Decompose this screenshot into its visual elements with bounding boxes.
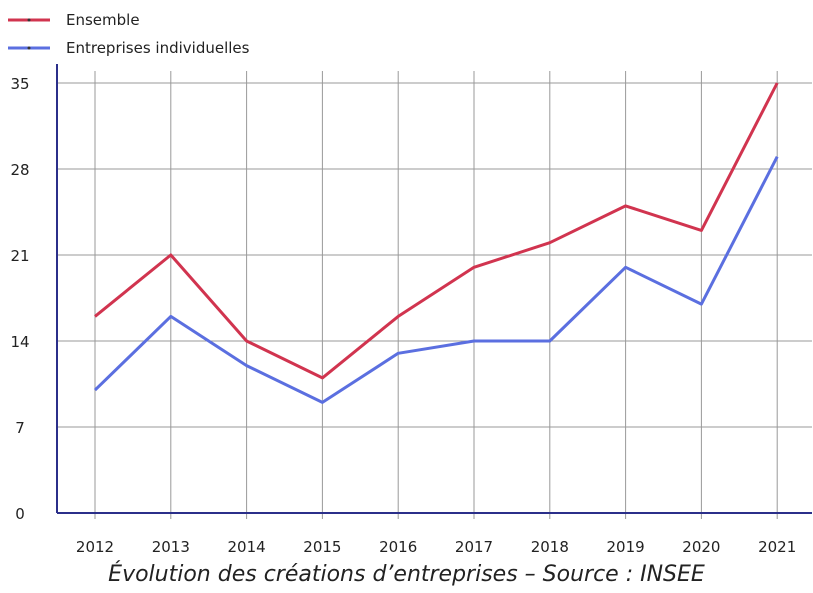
x-tick-label: 2015 (303, 538, 341, 556)
y-tick-label: 35 (10, 75, 29, 93)
legend: Ensemble Entreprises individuelles (8, 11, 250, 57)
legend-label-2: Entreprises individuelles (66, 39, 250, 57)
chart-caption: Évolution des créations d’entreprises – … (108, 562, 705, 587)
series-line-2 (93, 156, 779, 404)
axes (56, 64, 812, 514)
y-tick-label: 7 (15, 419, 25, 437)
x-tick-label: 2018 (531, 538, 569, 556)
x-tick-label: 2019 (607, 538, 645, 556)
y-tick-label: 28 (10, 161, 29, 179)
y-axis-ticks: 0 7 14 21 28 35 (10, 75, 29, 523)
x-axis-ticks: 2012 2013 2014 2015 2016 2017 2018 2019 2020 2021 (76, 538, 796, 556)
series-line-1 (94, 82, 779, 380)
y-tick-label: 21 (10, 247, 29, 265)
grid (57, 71, 812, 519)
legend-label-1: Ensemble (66, 11, 140, 29)
series-lines (93, 82, 779, 404)
x-tick-label: 2013 (152, 538, 190, 556)
x-tick-label: 2017 (455, 538, 493, 556)
line-chart: Ensemble Entreprises individuelles 0 7 14 21… (8, 11, 812, 556)
legend-marker-2 (27, 46, 31, 50)
y-tick-label: 14 (10, 333, 29, 351)
x-tick-label: 2016 (379, 538, 417, 556)
x-tick-label: 2020 (682, 538, 720, 556)
y-tick-label: 0 (15, 505, 25, 523)
x-tick-label: 2021 (758, 538, 796, 556)
x-tick-label: 2012 (76, 538, 114, 556)
x-tick-label: 2014 (228, 538, 266, 556)
legend-marker-1 (27, 18, 31, 22)
